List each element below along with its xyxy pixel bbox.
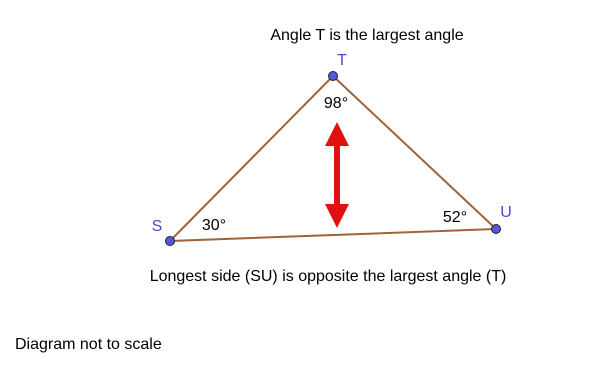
triangle — [167, 74, 499, 243]
vertex-point — [491, 224, 501, 234]
vertex-point — [165, 236, 175, 246]
vertex-label: U — [500, 204, 512, 221]
angle-label: 52° — [443, 209, 467, 226]
caption: Longest side (SU) is opposite the larges… — [150, 268, 507, 285]
title: Angle T is the largest angle — [270, 27, 463, 44]
angle-label: 98° — [324, 95, 348, 112]
note: Diagram not to scale — [15, 336, 162, 353]
vertex-point — [328, 71, 338, 81]
vertex-label: T — [337, 52, 347, 69]
vertex-label: S — [152, 218, 163, 235]
angle-label: 30° — [202, 217, 226, 234]
